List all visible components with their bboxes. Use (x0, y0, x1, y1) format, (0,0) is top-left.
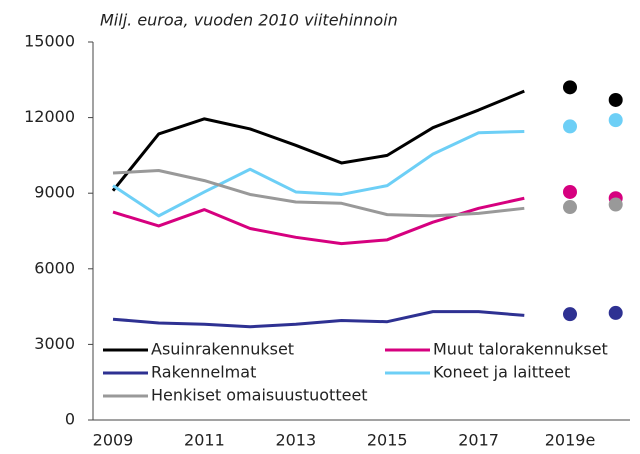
estimate-dot (563, 307, 577, 322)
estimate-dot (563, 184, 577, 199)
x-tick-label: 2013 (275, 431, 316, 450)
series-line (112, 169, 525, 218)
legend-label: Muut talorakennukset (433, 340, 608, 359)
x-tick-label: 2011 (184, 431, 225, 450)
y-tick-label: 15000 (24, 32, 75, 51)
y-tick-label: 3000 (34, 334, 75, 353)
estimate-dot (608, 305, 623, 320)
y-tick-label: 6000 (34, 258, 75, 277)
series-line (111, 89, 525, 192)
chart-title: Milj. euroa, vuoden 2010 viitehinnoin (100, 11, 398, 30)
estimate-dot (608, 92, 623, 107)
estimate-dot (608, 197, 623, 212)
x-tick-label: 2017 (458, 431, 499, 450)
estimate-dot (563, 119, 577, 134)
y-tick-label: 12000 (24, 107, 75, 126)
legend-label: Asuinrakennukset (151, 340, 294, 359)
legend-label: Rakennelmat (151, 363, 256, 382)
estimate-dot (563, 200, 577, 215)
series-line (112, 196, 525, 246)
x-tick-label: 2015 (367, 431, 408, 450)
series-line (112, 310, 525, 329)
estimate-dot (563, 80, 577, 95)
y-tick-label: 0 (65, 410, 75, 429)
y-tick-label: 9000 (34, 183, 75, 202)
x-tick-label: 2019e (545, 431, 596, 450)
legend-label: Koneet ja laitteet (433, 363, 570, 382)
legend-label: Henkiset omaisuustuotteet (151, 386, 368, 405)
series-line (112, 129, 525, 218)
x-tick-label: 2009 (93, 431, 134, 450)
estimate-dot (608, 113, 623, 128)
